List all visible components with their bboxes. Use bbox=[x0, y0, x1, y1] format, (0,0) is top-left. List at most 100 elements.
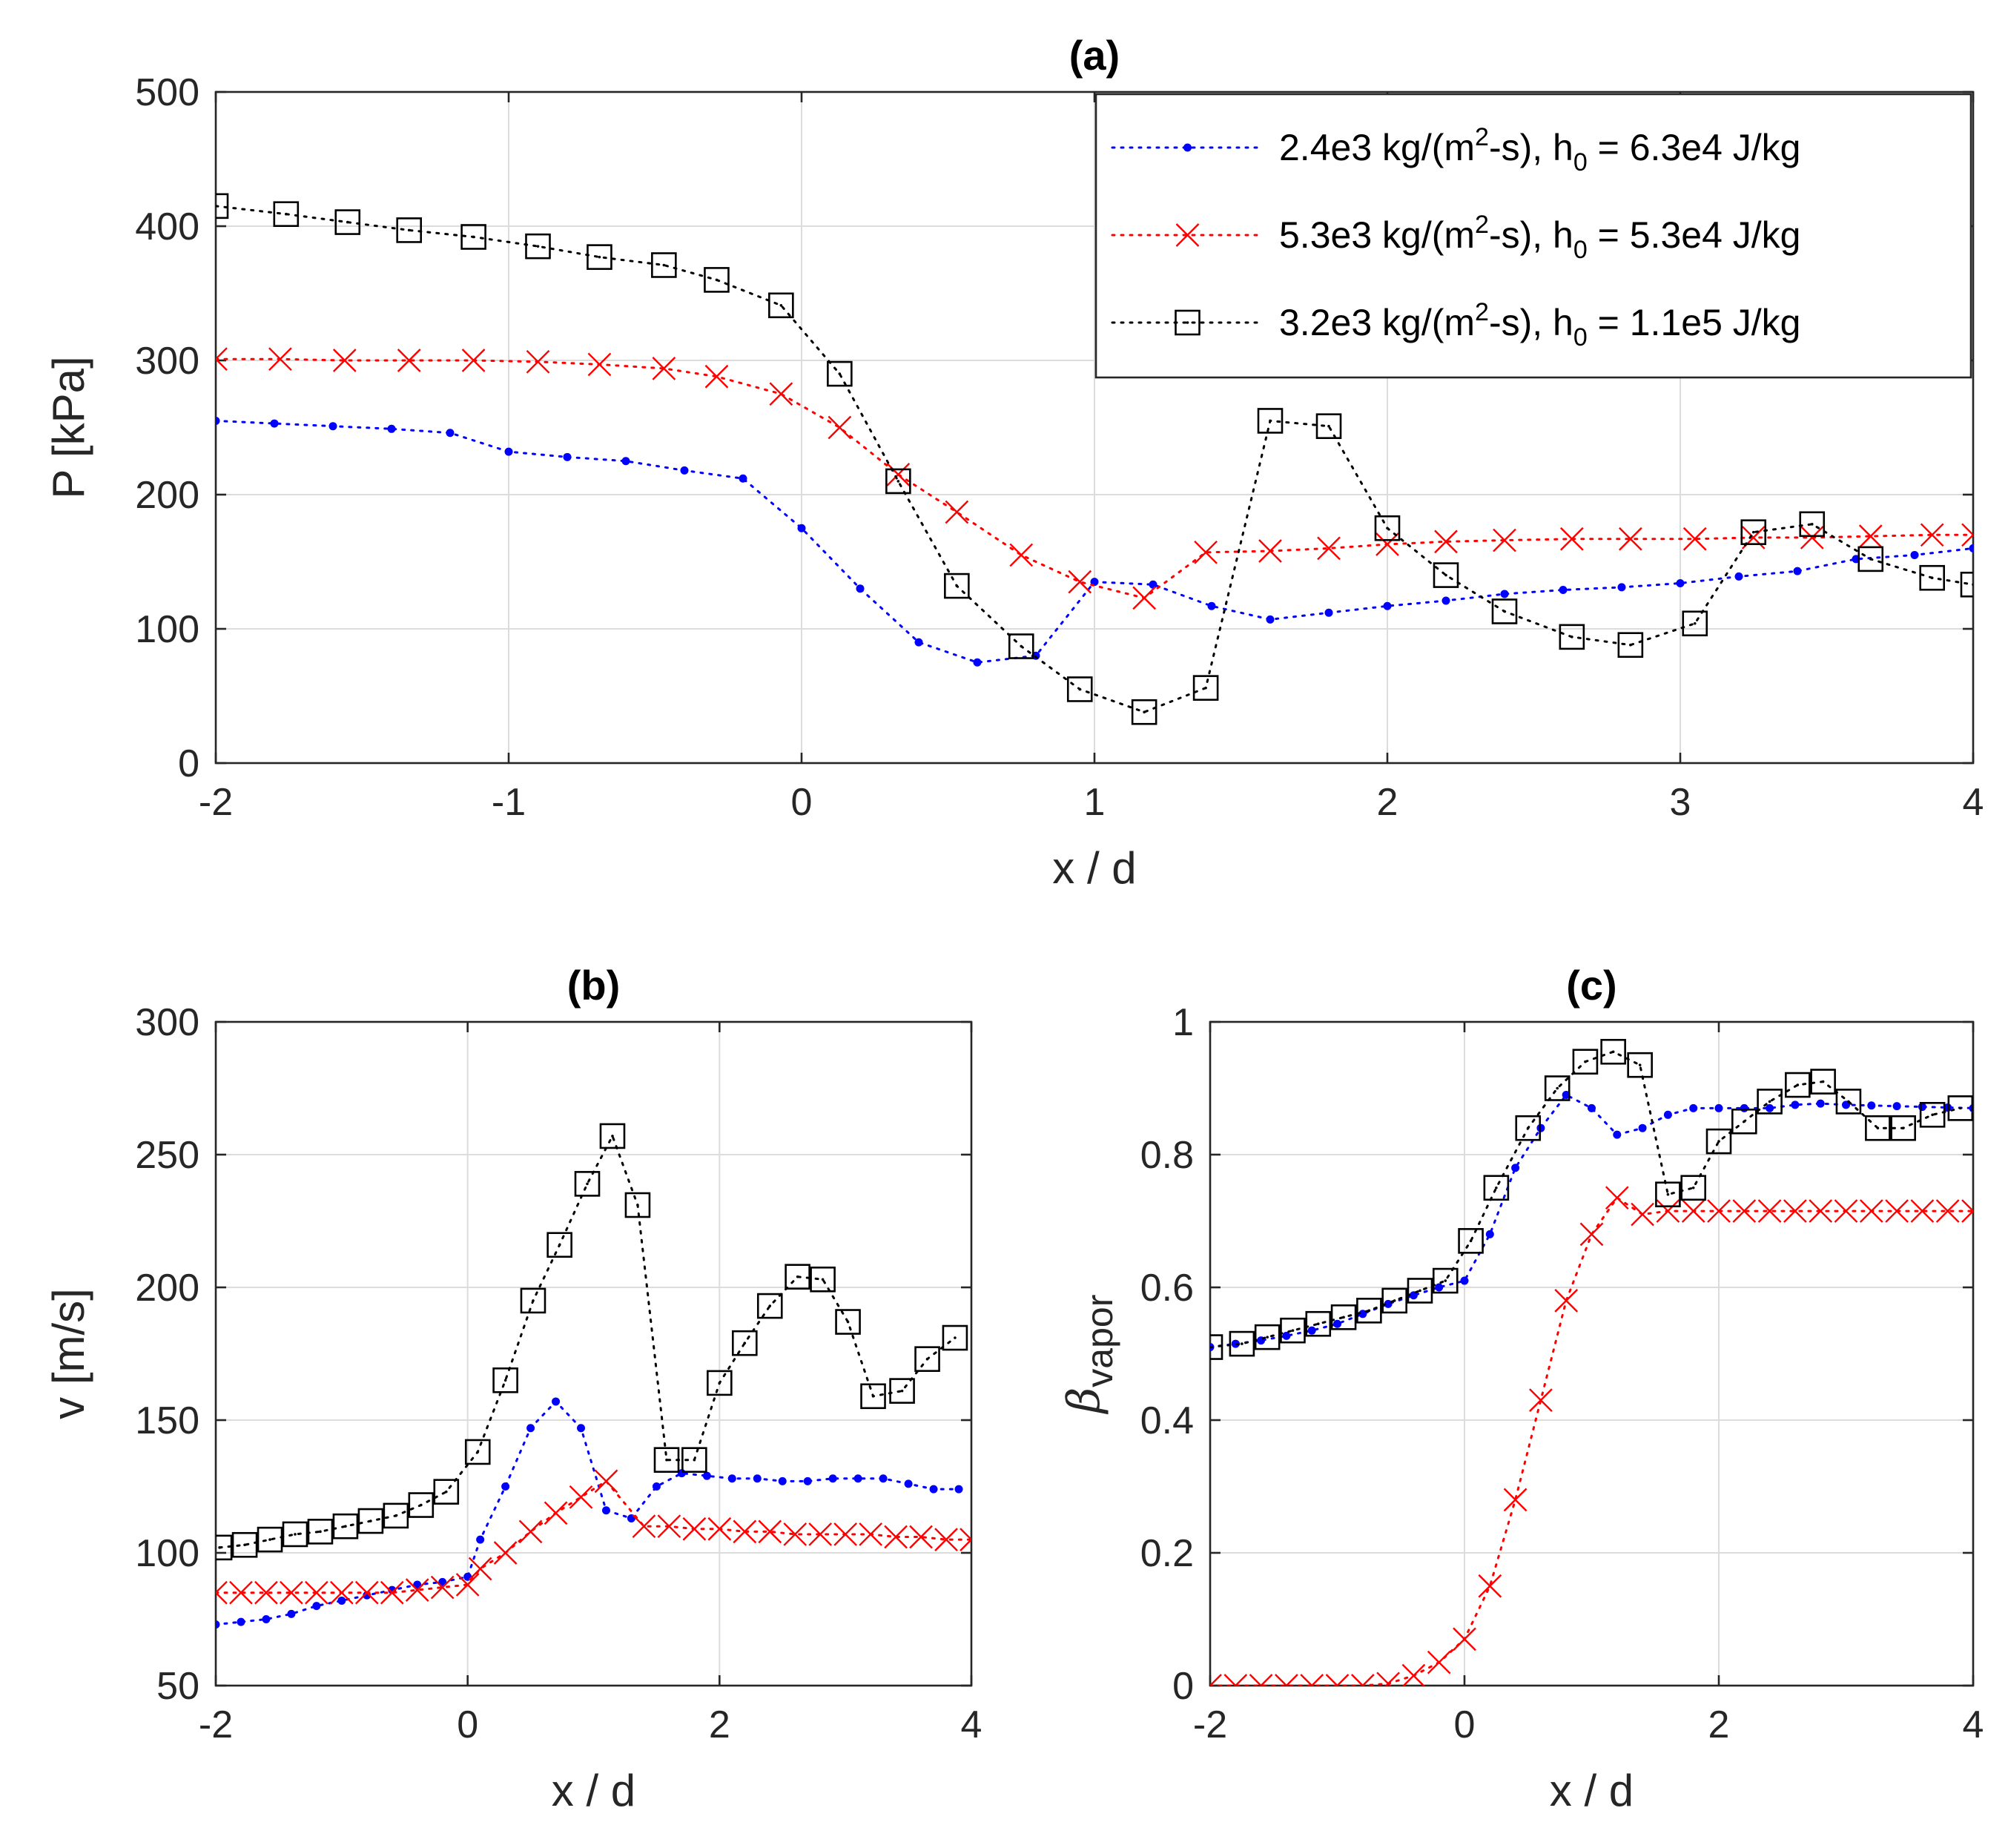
data-point bbox=[468, 1557, 492, 1581]
legend-label-text: -s), h bbox=[1489, 302, 1573, 343]
data-point bbox=[1681, 1199, 1705, 1223]
data-point bbox=[268, 347, 292, 372]
data-point bbox=[1834, 1199, 1858, 1223]
data-point bbox=[1867, 1101, 1876, 1110]
data-point-center bbox=[294, 1533, 297, 1536]
data-point bbox=[1068, 570, 1092, 594]
data-point bbox=[1515, 1115, 1542, 1141]
x-tick-label: 2 bbox=[1708, 1703, 1730, 1746]
series-2 bbox=[216, 1123, 968, 1561]
x-tick-label: 0 bbox=[457, 1703, 478, 1746]
legend-label-text: = 1.1e5 J/kg bbox=[1588, 302, 1801, 343]
y-axis-label: v [m/s] bbox=[44, 1288, 93, 1419]
data-point-center bbox=[871, 1394, 875, 1398]
chart-title: (b) bbox=[567, 962, 621, 1009]
legend-label: 5.3e3 kg/(m2-s), h0 = 5.3e4 J/kg bbox=[1279, 211, 1800, 264]
data-point bbox=[254, 1580, 278, 1605]
legend-label-text: = 5.3e4 J/kg bbox=[1588, 214, 1801, 256]
data-point bbox=[216, 347, 228, 372]
data-point bbox=[1732, 1199, 1757, 1223]
legend-label-superscript: 2 bbox=[1475, 298, 1489, 326]
data-point-center bbox=[1931, 1113, 1934, 1117]
data-point bbox=[1511, 1164, 1520, 1172]
data-point-center bbox=[558, 1243, 561, 1247]
data-point bbox=[657, 1514, 681, 1539]
series-2 bbox=[216, 193, 1973, 725]
data-point bbox=[1358, 1310, 1367, 1319]
data-point bbox=[1009, 543, 1034, 567]
legend-label-superscript: 2 bbox=[1475, 123, 1489, 151]
data-point-center bbox=[1717, 1140, 1720, 1143]
data-point-center bbox=[1327, 424, 1330, 428]
data-point bbox=[546, 1232, 572, 1258]
data-point bbox=[1434, 529, 1458, 554]
data-point bbox=[544, 1501, 568, 1525]
data-point bbox=[563, 452, 572, 461]
data-point bbox=[783, 1522, 808, 1546]
y-tick-label: 0 bbox=[1172, 1665, 1194, 1708]
data-point bbox=[1714, 1103, 1723, 1112]
data-point-center bbox=[1847, 1100, 1850, 1103]
data-point bbox=[973, 658, 982, 667]
data-point bbox=[810, 1266, 836, 1293]
data-point bbox=[652, 357, 676, 380]
data-point bbox=[574, 1171, 601, 1197]
data-point bbox=[446, 429, 455, 438]
data-point bbox=[492, 1367, 518, 1393]
data-point-center bbox=[243, 1543, 246, 1547]
data-point-center bbox=[1020, 644, 1023, 648]
data-point bbox=[476, 1535, 485, 1544]
data-point-center bbox=[1393, 1299, 1396, 1302]
data-point bbox=[624, 1192, 651, 1218]
data-point bbox=[1453, 1627, 1476, 1651]
x-axis-label: x / d bbox=[552, 1766, 635, 1815]
data-point-center bbox=[1876, 1126, 1880, 1129]
data-point-center bbox=[1810, 523, 1814, 526]
data-point bbox=[833, 1522, 858, 1546]
data-point bbox=[1491, 598, 1518, 624]
y-tick-label: 150 bbox=[135, 1399, 199, 1442]
data-point bbox=[1842, 1100, 1850, 1109]
data-point bbox=[262, 1615, 271, 1623]
data-point bbox=[1857, 546, 1884, 572]
plot-area bbox=[214, 1020, 973, 1687]
data-point bbox=[1799, 511, 1826, 538]
data-point bbox=[1617, 583, 1626, 592]
data-point bbox=[707, 1370, 733, 1396]
x-tick-label: 2 bbox=[1377, 781, 1398, 824]
data-point-center bbox=[1078, 687, 1082, 691]
y-tick-label: 300 bbox=[135, 1001, 199, 1044]
data-point-center bbox=[1291, 1329, 1295, 1332]
x-tick-label: 2 bbox=[709, 1703, 730, 1746]
data-point-center bbox=[1503, 610, 1506, 613]
data-point bbox=[1793, 567, 1802, 575]
data-point-center bbox=[838, 372, 842, 375]
series-line bbox=[216, 357, 1973, 599]
data-point bbox=[889, 1378, 915, 1404]
data-point bbox=[216, 1620, 220, 1629]
data-point bbox=[1800, 526, 1824, 550]
data-point-center bbox=[718, 1382, 721, 1385]
data-point bbox=[1785, 1072, 1811, 1098]
data-point bbox=[704, 267, 730, 293]
data-point-center bbox=[1143, 710, 1146, 714]
data-point bbox=[1407, 1278, 1433, 1304]
data-point bbox=[1919, 1102, 1946, 1128]
data-point-center bbox=[1751, 530, 1755, 534]
y-tick-label: 1 bbox=[1172, 1001, 1194, 1044]
legend-label-subscript: 0 bbox=[1573, 323, 1588, 352]
data-point-center bbox=[1386, 527, 1389, 530]
data-point bbox=[1613, 1130, 1622, 1139]
data-point bbox=[758, 1519, 782, 1544]
legend-label-subscript: 0 bbox=[1573, 236, 1588, 264]
data-point bbox=[904, 1479, 913, 1488]
data-point bbox=[1559, 586, 1568, 595]
data-point bbox=[885, 468, 911, 495]
data-point bbox=[1707, 1199, 1731, 1223]
data-point bbox=[1655, 1181, 1681, 1207]
data-point bbox=[216, 1534, 233, 1561]
data-point bbox=[433, 1479, 460, 1505]
data-point bbox=[1859, 1199, 1883, 1223]
data-point bbox=[518, 1519, 543, 1544]
data-point-center bbox=[1869, 558, 1872, 561]
